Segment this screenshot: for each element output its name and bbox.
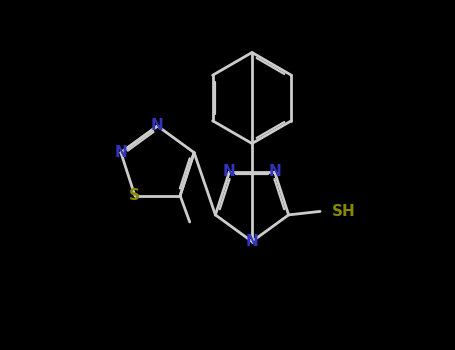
Text: S: S <box>129 188 141 203</box>
Text: N: N <box>246 234 258 249</box>
Text: N: N <box>151 119 164 133</box>
Text: N: N <box>268 164 281 179</box>
Text: N: N <box>115 145 127 160</box>
Text: SH: SH <box>332 204 356 219</box>
Text: N: N <box>223 164 236 179</box>
